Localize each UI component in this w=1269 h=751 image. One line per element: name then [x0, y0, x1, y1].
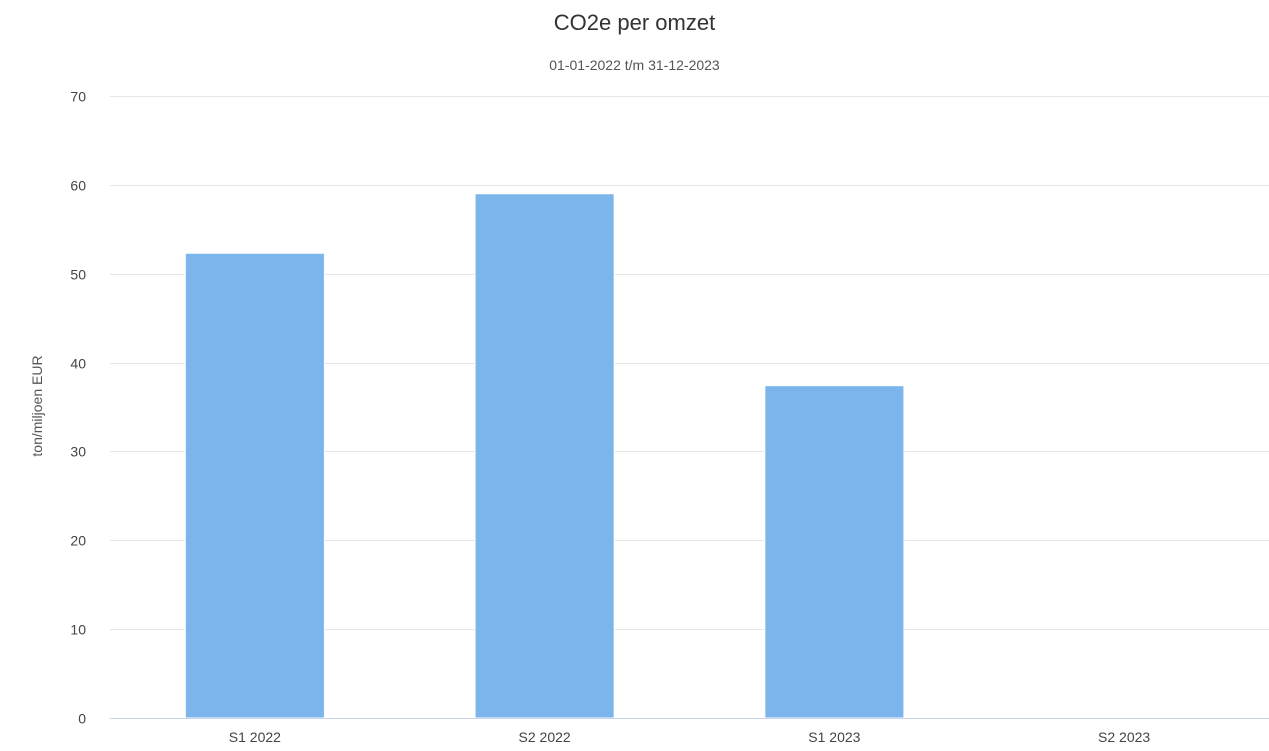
chart-title: CO2e per omzet — [554, 10, 715, 35]
y-axis-title: ton/miljoen EUR — [29, 355, 45, 456]
y-tick-label: 70 — [70, 89, 86, 105]
chart-subtitle: 01-01-2022 t/m 31-12-2023 — [549, 57, 720, 73]
bar-s1-2023[interactable] — [764, 385, 905, 719]
y-tick-label: 40 — [70, 356, 86, 372]
bar-s1-2022[interactable] — [184, 252, 325, 719]
x-tick-label: S2 2023 — [1098, 729, 1150, 745]
bar-s2-2022[interactable] — [474, 193, 615, 719]
x-axis-ticks: S1 2022 S2 2022 S1 2023 S2 2023 — [229, 729, 1151, 745]
y-axis-ticks: 0 10 20 30 40 50 60 70 — [70, 89, 86, 727]
y-tick-label: 50 — [70, 267, 86, 283]
y-tick-label: 0 — [78, 711, 86, 727]
y-tick-label: 10 — [70, 622, 86, 638]
y-tick-label: 20 — [70, 533, 86, 549]
y-tick-label: 60 — [70, 178, 86, 194]
x-tick-label: S2 2022 — [519, 729, 571, 745]
bar-series — [184, 193, 905, 719]
x-tick-label: S1 2023 — [808, 729, 860, 745]
x-tick-label: S1 2022 — [229, 729, 281, 745]
y-tick-label: 30 — [70, 444, 86, 460]
